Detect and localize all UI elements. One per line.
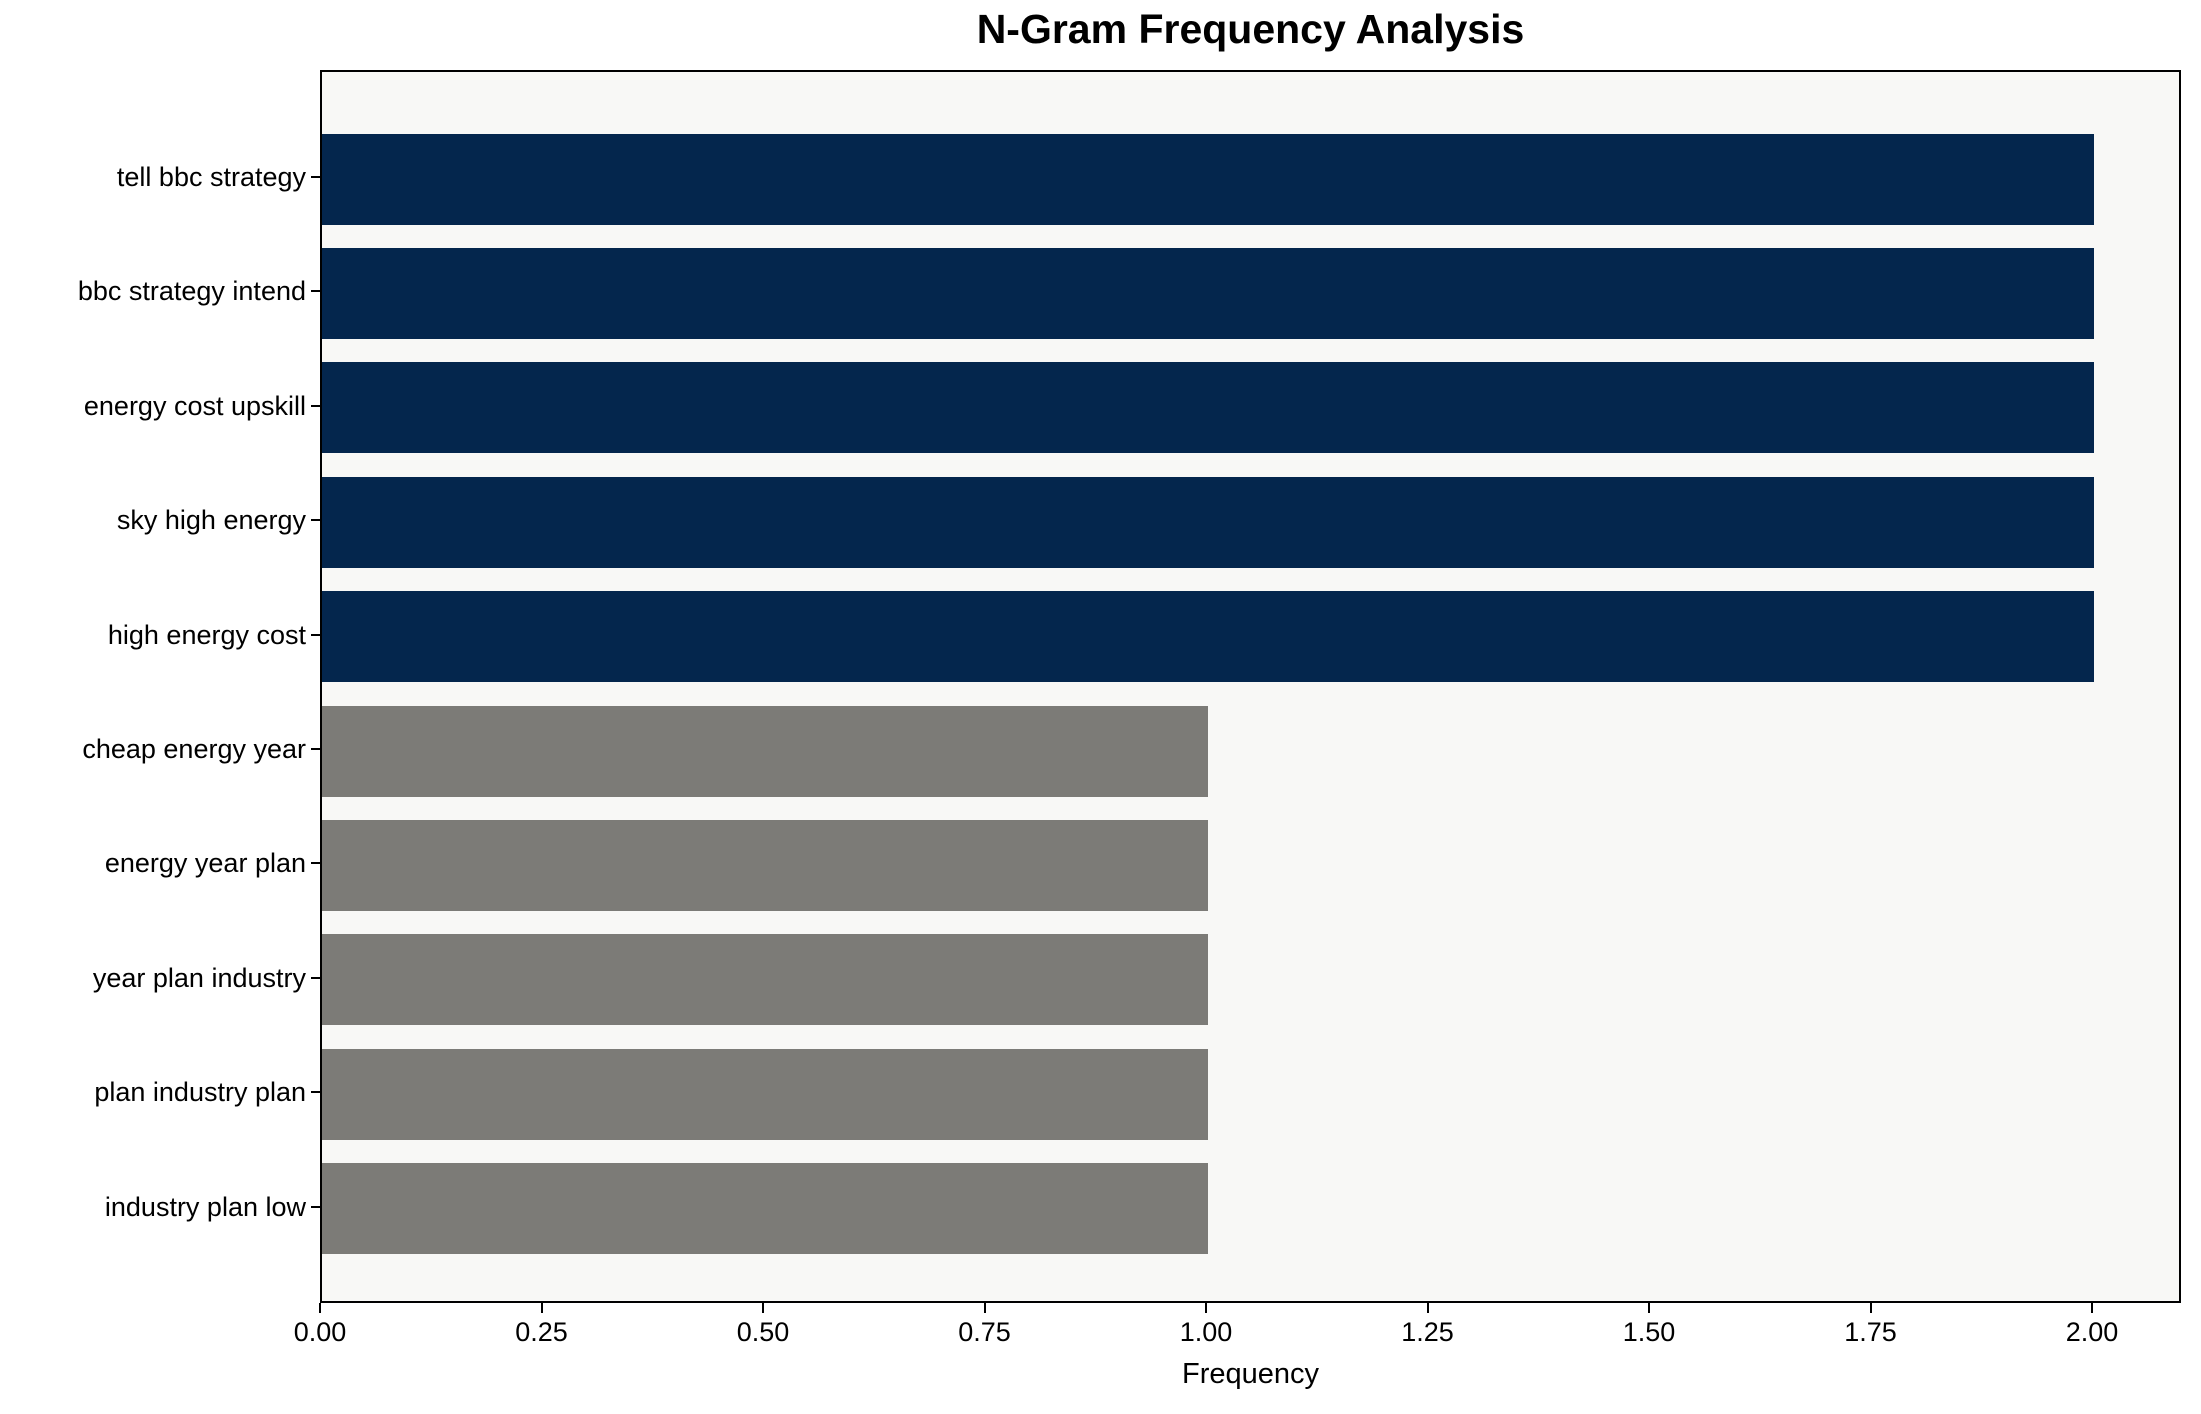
y-tick-mark <box>311 633 320 636</box>
y-tick-mark <box>311 404 320 407</box>
y-tick-label: cheap energy year <box>82 734 306 764</box>
y-tick-mark <box>311 748 320 750</box>
y-tick-mark <box>311 290 320 293</box>
bar <box>322 934 1208 1026</box>
x-tick-label: 0.75 <box>958 1317 1011 1347</box>
y-tick-label: tell bbc strategy <box>116 162 306 192</box>
x-tick-mark <box>762 1303 764 1313</box>
x-tick-label: 0.00 <box>293 1317 347 1347</box>
x-tick-mark <box>540 1303 543 1313</box>
x-tick-mark <box>1648 1303 1650 1313</box>
x-axis-label: Frequency <box>1181 1358 1319 1390</box>
x-tick-mark <box>1869 1303 1872 1313</box>
x-tick-mark <box>1426 1303 1429 1313</box>
y-tick-mark <box>311 1091 320 1094</box>
bar <box>322 133 2094 225</box>
bar <box>322 1048 1208 1140</box>
y-tick-mark <box>311 862 320 865</box>
x-tick-mark <box>1205 1303 1207 1313</box>
x-tick-mark <box>2091 1303 2093 1313</box>
bar <box>322 591 2094 683</box>
y-tick-mark <box>311 976 320 979</box>
x-tick-label: 0.50 <box>736 1317 790 1347</box>
y-tick-label: industry plan low <box>104 1191 306 1222</box>
bar <box>322 819 1208 911</box>
y-tick-label: plan industry plan <box>94 1077 306 1108</box>
y-tick-mark <box>311 519 320 522</box>
x-tick-mark <box>319 1303 321 1313</box>
bar <box>322 362 2094 454</box>
y-tick-label: high energy cost <box>107 619 306 650</box>
bar <box>322 1163 1208 1255</box>
x-tick-mark <box>983 1303 986 1313</box>
y-tick-label: sky high energy <box>116 505 306 536</box>
chart-title: N-Gram Frequency Analysis <box>976 6 1525 52</box>
y-tick-mark <box>311 176 320 178</box>
x-tick-label: 2.00 <box>2065 1317 2119 1347</box>
y-tick-mark <box>311 1205 320 1208</box>
x-tick-label: 1.50 <box>1622 1317 1676 1347</box>
bar <box>322 476 2094 568</box>
plot-area <box>320 70 2181 1303</box>
y-tick-label: energy cost upskill <box>83 390 306 421</box>
y-tick-label: energy year plan <box>104 848 306 879</box>
y-tick-label: bbc strategy intend <box>77 276 306 307</box>
x-tick-label: 1.75 <box>1844 1317 1897 1347</box>
x-tick-label: 1.25 <box>1401 1317 1454 1347</box>
y-tick-label: year plan industry <box>92 962 306 993</box>
x-tick-label: 0.25 <box>515 1317 568 1347</box>
x-tick-label: 1.00 <box>1179 1317 1233 1347</box>
bar <box>322 247 2094 339</box>
bar <box>322 705 1208 797</box>
